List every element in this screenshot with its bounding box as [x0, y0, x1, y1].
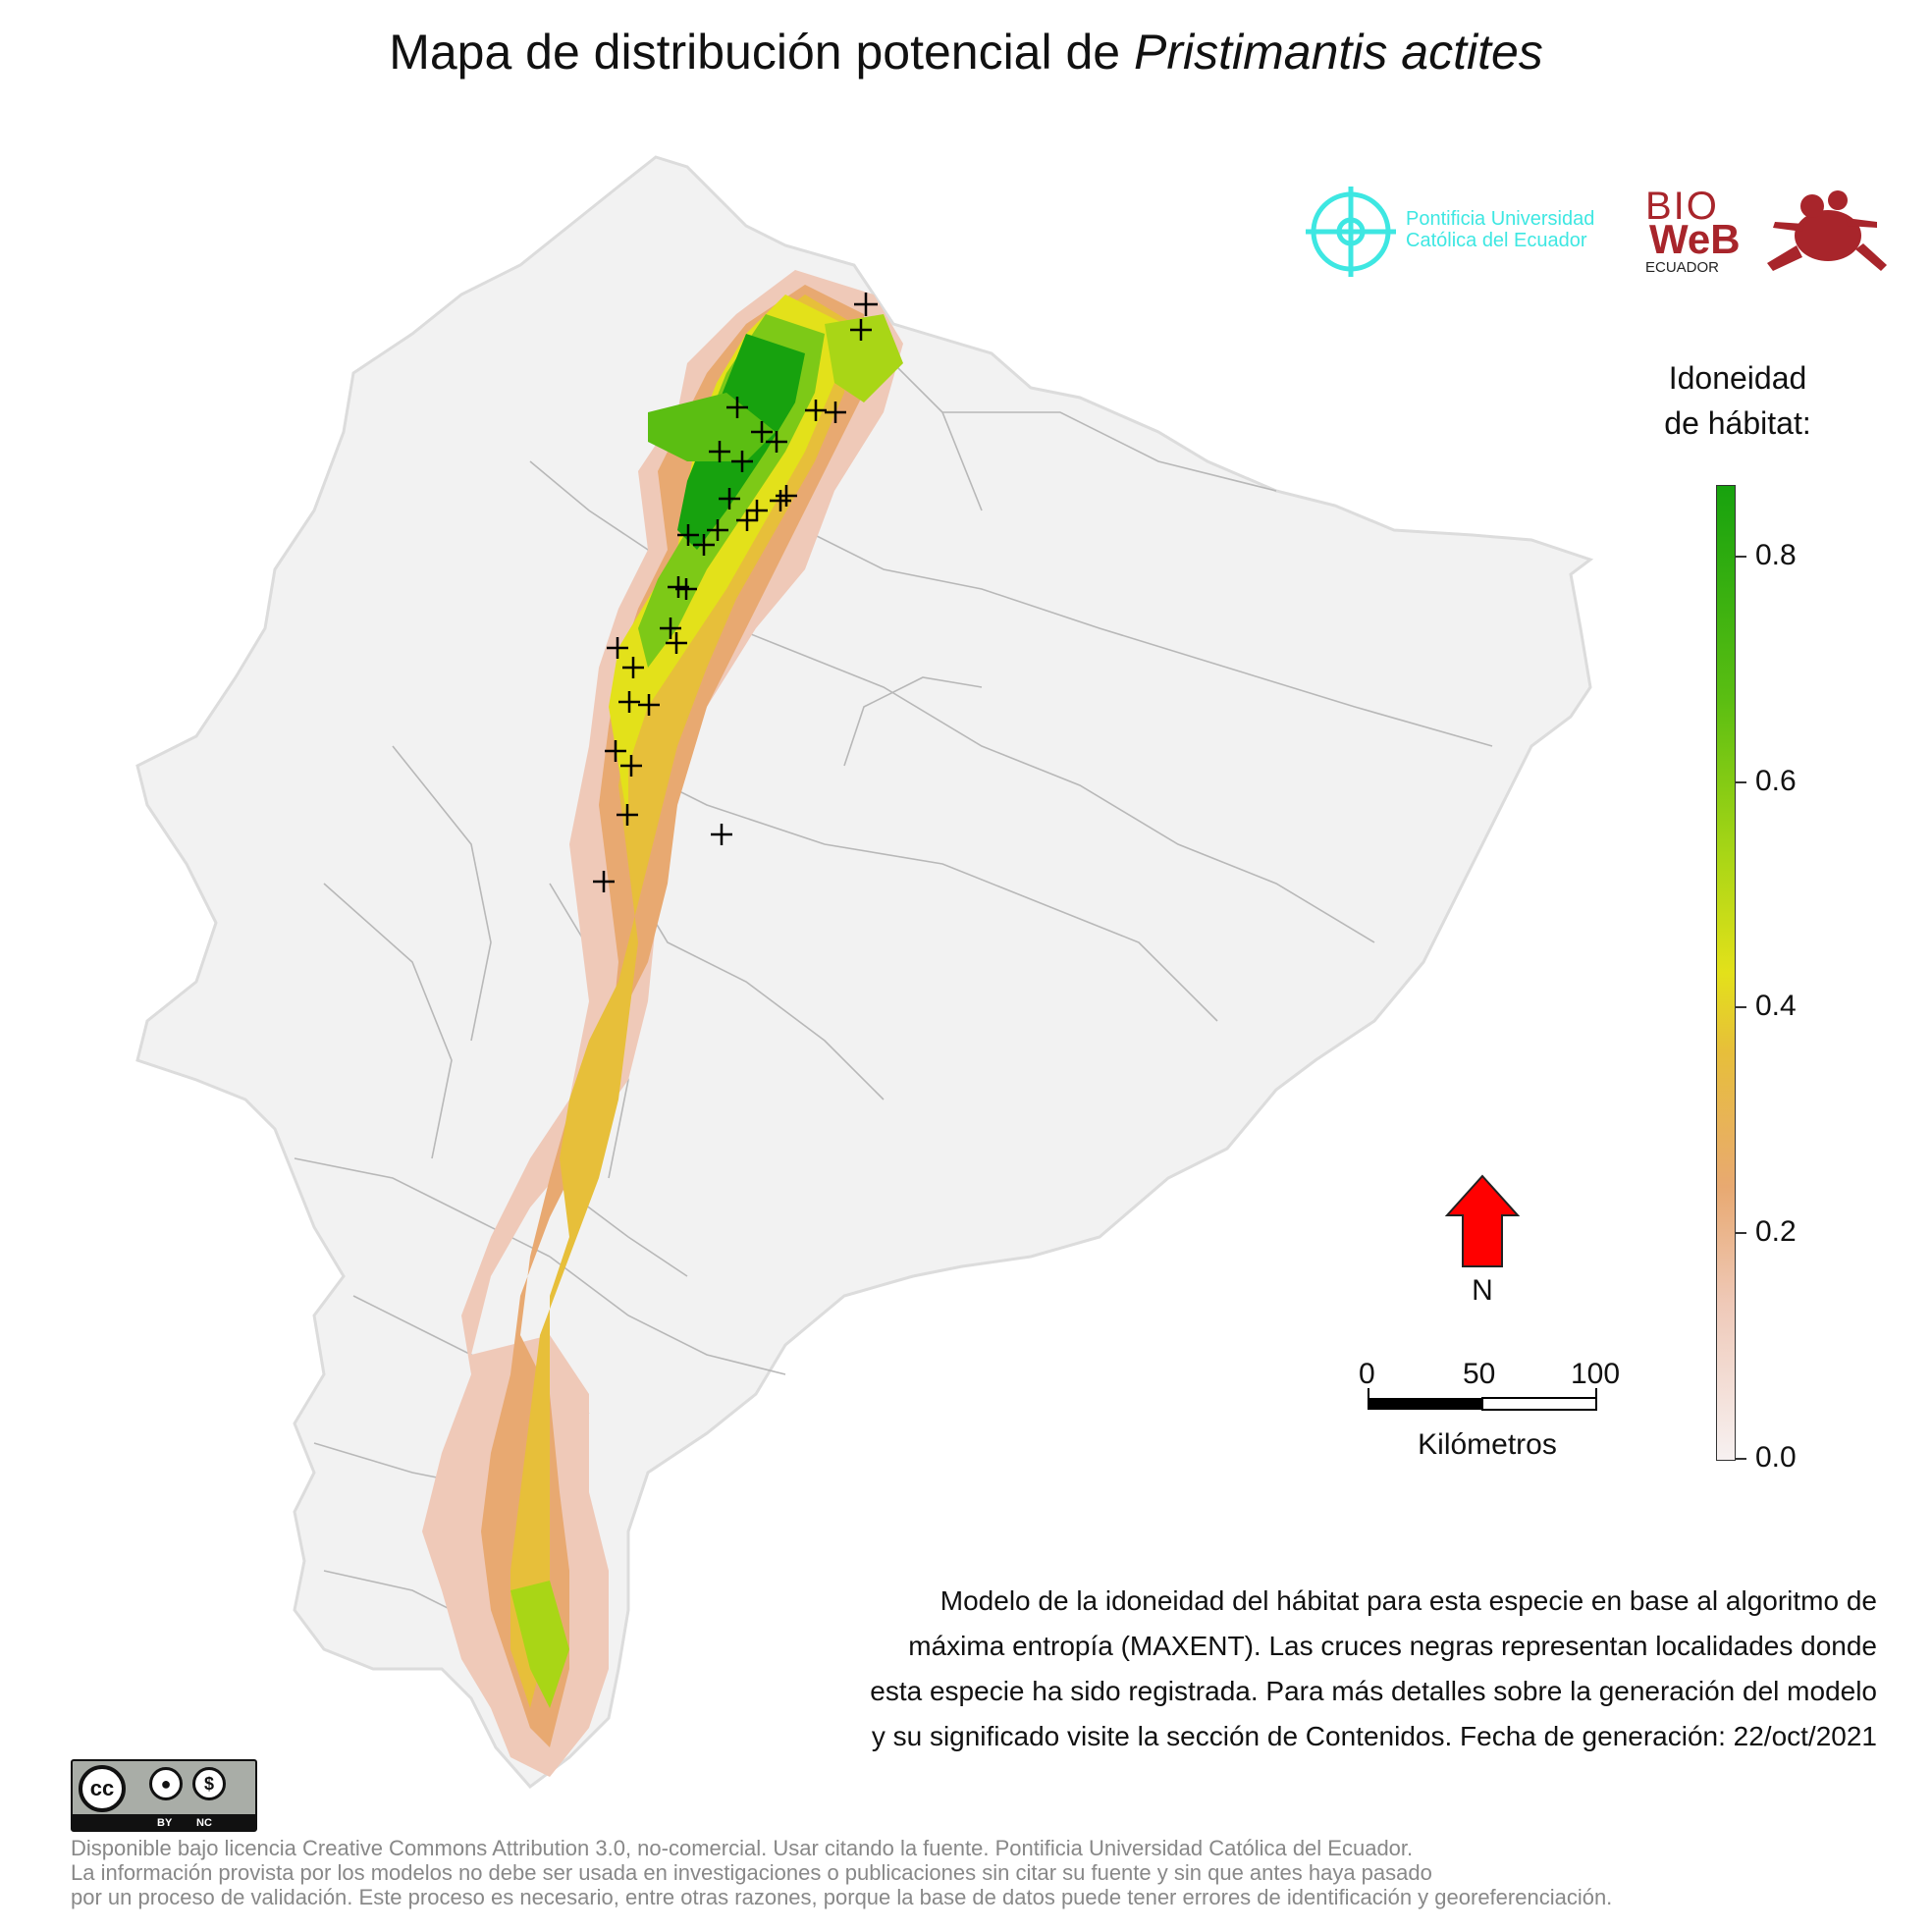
legend-tick-label: 0.6: [1755, 765, 1797, 797]
caption-line: máxima entropía (MAXENT). Las cruces neg…: [908, 1631, 1877, 1661]
title-species: Pristimantis actites: [1134, 25, 1543, 80]
license-text: Disponible bajo licencia Creative Common…: [71, 1836, 1916, 1909]
legend-tick: [1735, 781, 1746, 783]
caption-line: Modelo de la idoneidad del hábitat para …: [939, 1585, 1877, 1616]
legend-title: Idoneidad de hábitat:: [1610, 355, 1865, 446]
legend-tick: [1735, 1458, 1746, 1460]
map-caption: Modelo de la idoneidad del hábitat para …: [746, 1579, 1877, 1759]
title-prefix: Mapa de distribución potencial de: [389, 25, 1135, 80]
north-arrow-icon: [1444, 1174, 1521, 1267]
caption-line: y su significado visite la sección de Co…: [871, 1721, 1877, 1751]
legend-tick-label: 0.4: [1755, 990, 1797, 1022]
puce-line2: Católica del Ecuador: [1406, 230, 1587, 251]
puce-logo-icon: [1306, 187, 1396, 277]
legend-title-line1: Idoneidad: [1668, 360, 1807, 396]
puce-line1: Pontificia Universidad: [1406, 208, 1595, 230]
legend-tick: [1735, 1006, 1746, 1008]
scale-label-50: 50: [1463, 1358, 1496, 1390]
scale-label-100: 100: [1571, 1358, 1621, 1390]
bioweb-web-text: WeB: [1649, 216, 1741, 262]
puce-logo-text: Pontificia Universidad Católica del Ecua…: [1406, 208, 1594, 251]
bioweb-ecuador-text: ECUADOR: [1645, 259, 1720, 276]
legend-colorbar: [1716, 485, 1736, 1461]
occurrence-markers: [593, 293, 878, 892]
cc-by-label: BY: [157, 1817, 173, 1829]
bioweb-bio-text: BIO: [1645, 185, 1719, 228]
cc-icon: cc: [79, 1765, 126, 1812]
habitat-suitability-raster: [422, 270, 903, 1777]
legend-tick-label: 0.2: [1755, 1215, 1797, 1248]
bioweb-logo: BIO WeB ECUADOR: [1645, 183, 1895, 277]
frog-logo-icon: [1767, 190, 1887, 271]
scale-unit: Kilómetros: [1418, 1428, 1557, 1461]
legend-tick: [1735, 556, 1746, 558]
legend-title-line2: de hábitat:: [1664, 405, 1811, 441]
legend-tick-label: 0.0: [1755, 1441, 1797, 1474]
cc-badge-bar: [73, 1814, 255, 1830]
noncommercial-icon: $: [192, 1767, 226, 1800]
attribution-icon: ●: [149, 1767, 183, 1800]
scale-label-0: 0: [1359, 1358, 1375, 1390]
caption-line: esta especie ha sido registrada. Para má…: [870, 1676, 1877, 1706]
scale-bar: [1368, 1388, 1597, 1411]
map-title: Mapa de distribución potencial de Pristi…: [0, 24, 1932, 80]
license-line: Disponible bajo licencia Creative Common…: [71, 1836, 1414, 1860]
north-label: N: [1472, 1274, 1493, 1307]
license-line: por un proceso de validación. Este proce…: [71, 1885, 1613, 1909]
cc-nc-label: NC: [196, 1817, 212, 1829]
legend-tick-label: 0.8: [1755, 539, 1797, 571]
legend-tick: [1735, 1232, 1746, 1234]
license-line: La información provista por los modelos …: [71, 1860, 1432, 1885]
cc-license-badge[interactable]: cc ● $ BY NC: [71, 1759, 257, 1832]
